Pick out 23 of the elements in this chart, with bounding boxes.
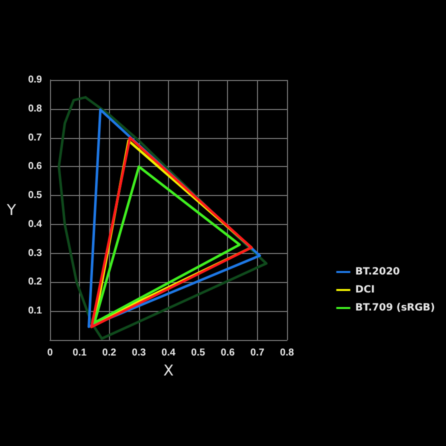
x-tick-label: 0.5 xyxy=(191,348,206,358)
y-tick-label: 0.4 xyxy=(28,218,42,230)
y-tick-label: 0.8 xyxy=(28,103,42,114)
y-tick-label: 0.9 xyxy=(28,74,42,86)
x-tick-label: 0.8 xyxy=(280,348,294,358)
x-tick-label: 0.7 xyxy=(250,348,265,358)
y-tick-label: 0.3 xyxy=(28,248,42,259)
x-tick-label: 0 xyxy=(47,348,54,358)
x-tick-label: 0.3 xyxy=(132,348,146,358)
x-axis-title: X xyxy=(163,361,174,380)
x-tick-label: 0.1 xyxy=(72,348,88,358)
y-tick-label: 0.5 xyxy=(28,190,42,202)
x-tick-label: 0.4 xyxy=(162,348,176,358)
y-axis-title: Y xyxy=(6,201,17,219)
y-tick-label: 0.1 xyxy=(28,306,42,317)
legend-label: BT.2020 xyxy=(355,266,400,278)
x-tick-label: 0.6 xyxy=(220,348,236,358)
x-tick-label: 0.2 xyxy=(102,348,117,358)
legend-label: BT.709 (sRGB) xyxy=(355,302,435,314)
y-tick-label: 0.6 xyxy=(28,161,42,172)
y-tick-label: 0.7 xyxy=(28,132,42,144)
y-tick-label: 0.2 xyxy=(28,276,42,288)
legend-label: DCI xyxy=(355,284,375,296)
